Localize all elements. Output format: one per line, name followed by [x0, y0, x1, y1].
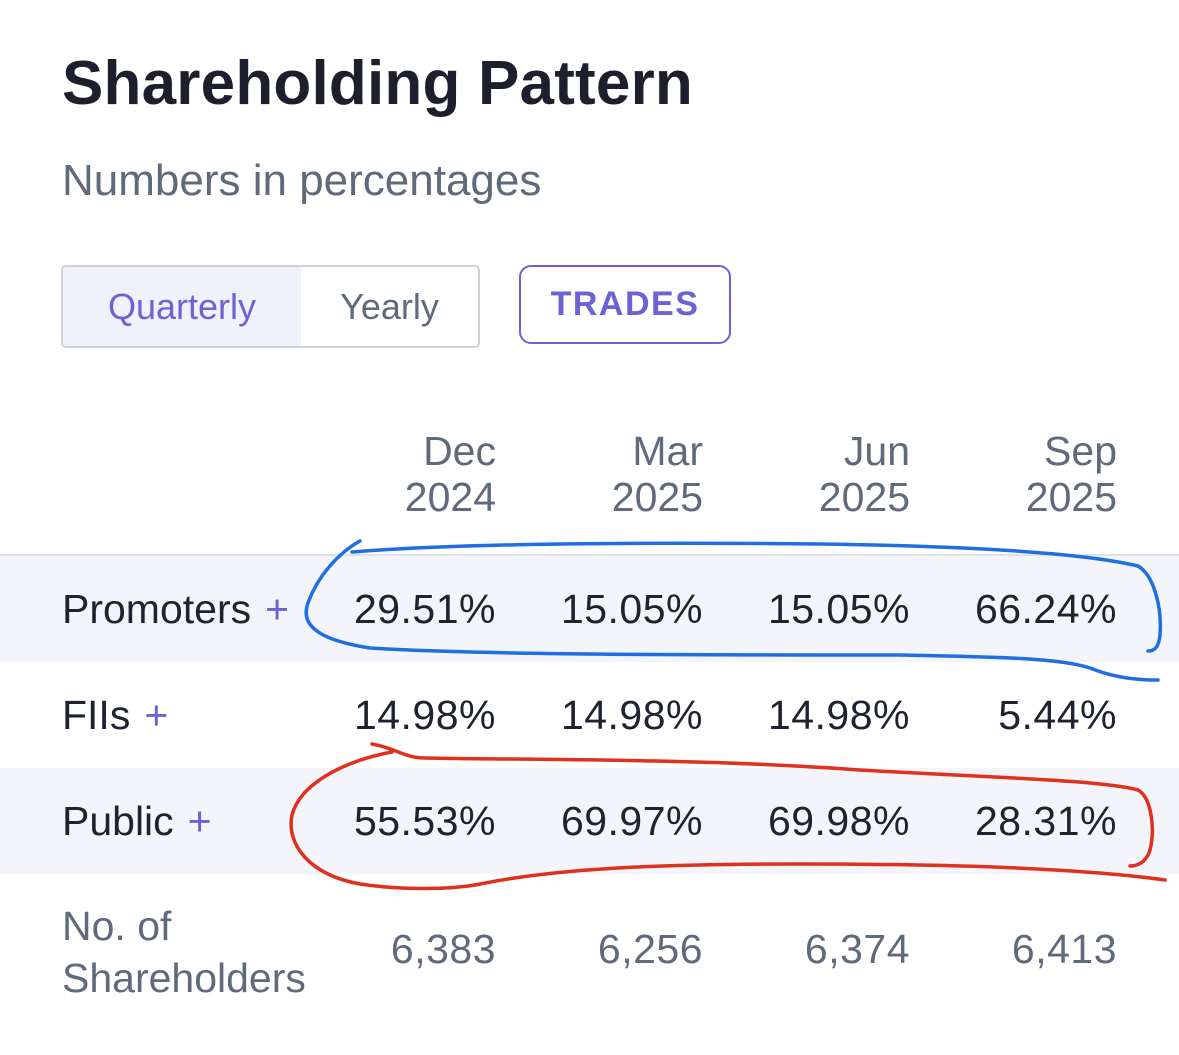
cell-fiis-sep-2025: 5.44% — [998, 692, 1117, 738]
row-label-promoters[interactable]: Promoters + — [62, 586, 289, 633]
cell-promoters-mar-2025: 15.05% — [560, 586, 703, 632]
cell-shareholders-dec-2024: 6,383 — [390, 926, 496, 972]
cell-shareholders-sep-2025: 6,413 — [1011, 926, 1117, 972]
page-subtitle: Numbers in percentages — [62, 156, 542, 205]
column-year: 2025 — [1025, 474, 1117, 520]
table-row-public: Public + 55.53% 69.97% 69.98% 28.31% — [0, 768, 1179, 874]
cell-fiis-mar-2025: 14.98% — [560, 692, 703, 738]
page-title: Shareholding Pattern — [62, 49, 693, 118]
column-header-mar-2025: Mar 2025 — [503, 428, 703, 520]
table-row-shareholders: No. of Shareholders 6,383 6,256 6,374 6,… — [0, 874, 1179, 1004]
column-month: Jun — [843, 428, 910, 474]
expand-plus-icon[interactable]: + — [187, 798, 212, 844]
cell-fiis-dec-2024: 14.98% — [353, 692, 496, 738]
cell-promoters-sep-2025: 66.24% — [974, 586, 1117, 632]
column-year: 2025 — [818, 474, 910, 520]
cell-public-jun-2025: 69.98% — [767, 798, 910, 844]
cell-shareholders-mar-2025: 6,256 — [597, 926, 703, 972]
cell-fiis-jun-2025: 14.98% — [767, 692, 910, 738]
row-label-text: Public — [62, 798, 174, 844]
row-label-fiis[interactable]: FIIs + — [62, 692, 168, 739]
column-month: Dec — [423, 428, 496, 474]
table-row-fiis: FIIs + 14.98% 14.98% 14.98% 5.44% — [0, 662, 1179, 768]
column-header-jun-2025: Jun 2025 — [710, 428, 910, 520]
period-toggle: Quarterly Yearly — [61, 265, 480, 348]
cell-public-mar-2025: 69.97% — [560, 798, 703, 844]
cell-public-dec-2024: 55.53% — [353, 798, 496, 844]
row-label-public[interactable]: Public + — [62, 798, 212, 845]
quarterly-tab[interactable]: Quarterly — [63, 267, 301, 346]
column-month: Mar — [632, 428, 703, 474]
row-label-shareholders: No. of Shareholders — [62, 903, 306, 1001]
cell-shareholders-jun-2025: 6,374 — [804, 926, 910, 972]
column-year: 2024 — [404, 474, 496, 520]
cell-public-sep-2025: 28.31% — [974, 798, 1117, 844]
column-month: Sep — [1044, 428, 1117, 474]
column-year: 2025 — [611, 474, 703, 520]
cell-promoters-dec-2024: 29.51% — [353, 586, 496, 632]
cell-promoters-jun-2025: 15.05% — [767, 586, 910, 632]
expand-plus-icon[interactable]: + — [144, 692, 169, 738]
column-header-dec-2024: Dec 2024 — [296, 428, 496, 520]
yearly-tab[interactable]: Yearly — [301, 267, 478, 346]
table-row-promoters: Promoters + 29.51% 15.05% 15.05% 66.24% — [0, 554, 1179, 662]
trades-button[interactable]: TRADES — [519, 265, 731, 344]
row-label-text: FIIs — [62, 692, 131, 738]
row-label-text: Promoters — [62, 586, 252, 632]
column-header-sep-2025: Sep 2025 — [917, 428, 1117, 520]
expand-plus-icon[interactable]: + — [265, 586, 290, 632]
